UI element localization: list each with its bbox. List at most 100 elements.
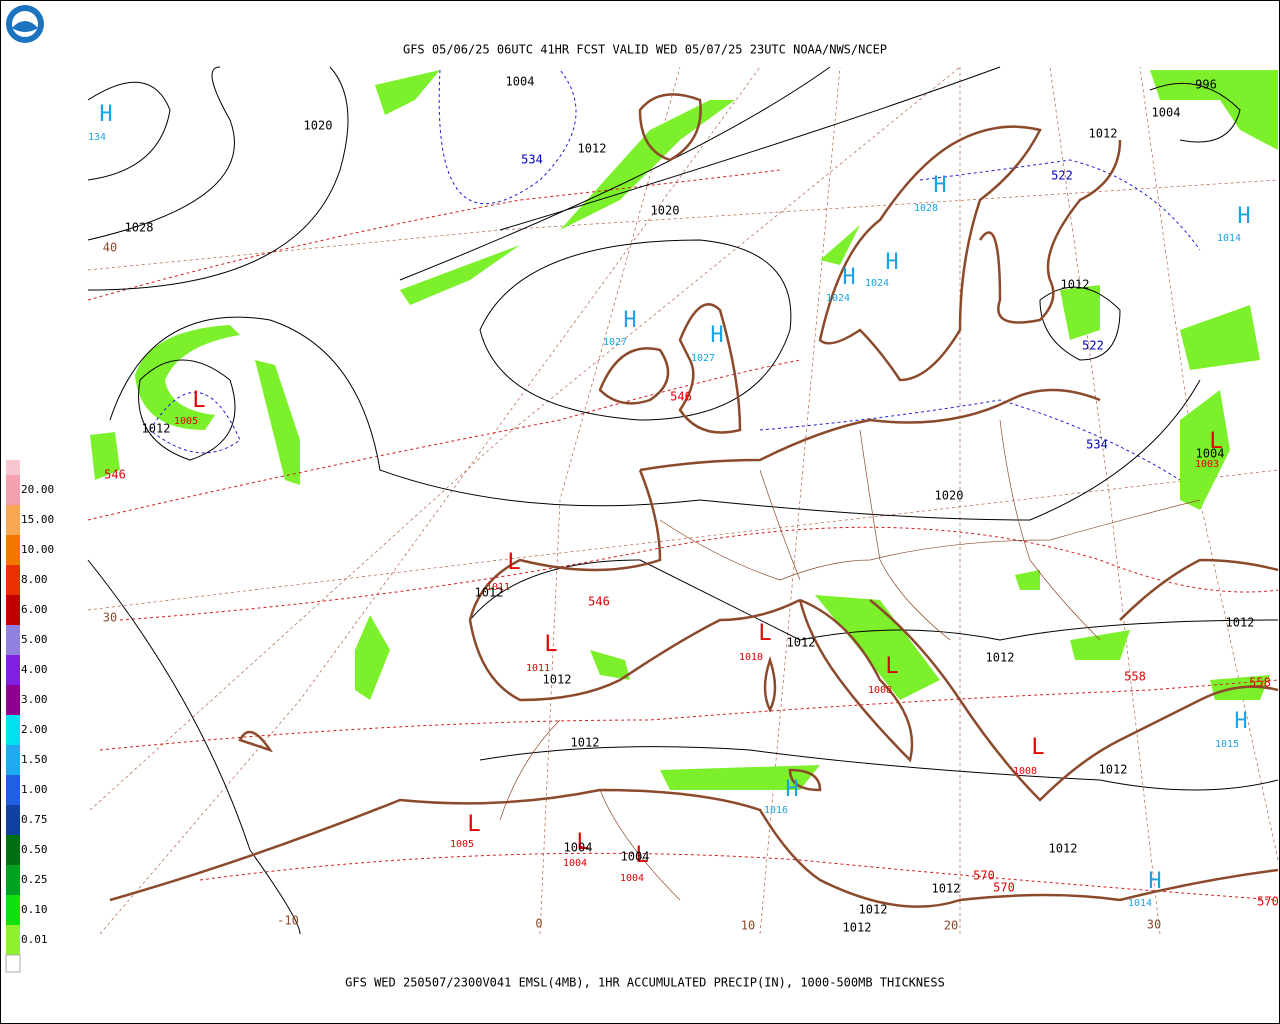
legend-swatch [6,895,20,925]
grid-label: 0 [535,917,542,931]
noaa-logo [6,5,44,43]
thickness-label: 570 [973,869,995,883]
legend-swatch [6,535,20,565]
pressure-center-symbol: L [576,830,589,855]
isobar-label: 1012 [843,921,872,935]
pressure-center-value: 1004 [620,873,644,884]
pressure-center-symbol: H [99,102,112,127]
coastline [109,788,1279,908]
isobar-label: 1004 [1152,106,1181,120]
thickness-label: 558 [1124,670,1146,684]
grid-label: 10 [741,919,755,933]
border-line [759,469,801,581]
lat-lon-line [87,469,1279,611]
pressure-center-symbol: H [842,265,855,290]
title: GFS 05/06/25 06UTC 41HR FCST VALID WED 0… [403,43,887,57]
isobar [479,239,792,421]
isobar-label: 1004 [1196,447,1225,461]
coastline [468,469,801,702]
precip-area [1060,285,1100,340]
coastline [678,303,742,434]
thickness-lines [87,69,1279,901]
precip-area [400,245,520,305]
coastline [763,656,777,713]
legend-label: 0.50 [21,843,48,856]
thickness-line [119,526,1279,621]
precip-area [820,225,860,265]
border-line [859,429,951,641]
isobar-label: 1012 [859,903,888,917]
legend-label: 8.00 [21,573,48,586]
caption: GFS WED 250507/2300V041 EMSL(4MB), 1HR A… [345,976,945,990]
isobar-label: 1012 [543,673,572,687]
legend-label: 0.10 [21,903,48,916]
border-line [499,719,561,821]
legend-label: 4.00 [21,663,48,676]
pressure-center-value: 1003 [1195,459,1219,470]
legend-label: 0.25 [21,873,48,886]
isobar [87,559,301,935]
thickness-label: 558 [1249,676,1271,690]
pressure-center-symbol: L [507,550,520,575]
precip-area [135,325,240,430]
legend-swatch [6,715,20,745]
pressure-center-symbol: H [1234,709,1247,734]
grid-label: 20 [944,919,958,933]
pressure-center-symbol: H [785,777,798,802]
coastline [869,599,1279,802]
thickness-line [919,159,1201,251]
thickness-line [199,852,1279,901]
isobar [87,81,171,181]
thickness-label: 534 [1086,438,1108,452]
isobar [138,359,236,461]
isobar-label: 1020 [651,204,680,218]
pressure-center-symbol: H [623,308,636,333]
legend-swatch [5,954,21,973]
thickness-label: 522 [1051,169,1073,183]
pressure-center-value: 1011 [526,663,550,674]
legend-label: 5.00 [21,633,48,646]
grid-label: -10 [277,914,299,928]
thickness-label: 546 [104,468,126,482]
isobar-label: 1004 [564,841,593,855]
precip-area [1180,305,1260,370]
precip-area [1015,570,1040,590]
pressure-center-value: 1027 [603,337,627,348]
pressure-center-value: 1015 [1215,739,1239,750]
precip-area [375,70,440,115]
pressure-center-value: 1011 [486,582,510,593]
pressure-center-symbol: L [758,621,771,646]
pressure-center-value: 1008 [1013,766,1037,777]
grid-label: 30 [1147,918,1161,932]
border-line [999,419,1101,641]
pressure-center-symbol: H [710,323,723,348]
isobar-label: 1012 [1099,763,1128,777]
precip-area [815,595,940,700]
legend-swatch [6,595,20,625]
pressure-center-symbol: H [1237,204,1250,229]
precip-area [1180,390,1230,510]
isobar-label: 1012 [986,651,1015,665]
isobar-label: 1028 [125,221,154,235]
isobar-label: 1012 [571,736,600,750]
pressure-center-value: 1024 [865,278,889,289]
pressure-center-symbol: L [635,843,648,868]
pressure-center-symbol: L [192,388,205,413]
map-area: H 134 H 1027 H 1027 H 1028 H 1024 H 1024 H 1014… [87,66,1279,935]
isobar-label: 1020 [304,119,333,133]
lat-lon-line [89,66,961,811]
thickness-line [87,359,801,521]
legend-label: 0.01 [21,933,48,946]
pressure-center-value: 1010 [739,652,763,663]
precip-area [660,765,820,790]
legend-swatch [6,685,20,715]
coastline [598,347,670,405]
isobar-label: 1012 [787,636,816,650]
thickness-line [438,69,577,205]
precip-area [1150,70,1278,150]
legend-label: 2.00 [21,723,48,736]
legend-label: 3.00 [21,693,48,706]
legend-swatch [6,625,20,655]
coastline [238,730,274,753]
